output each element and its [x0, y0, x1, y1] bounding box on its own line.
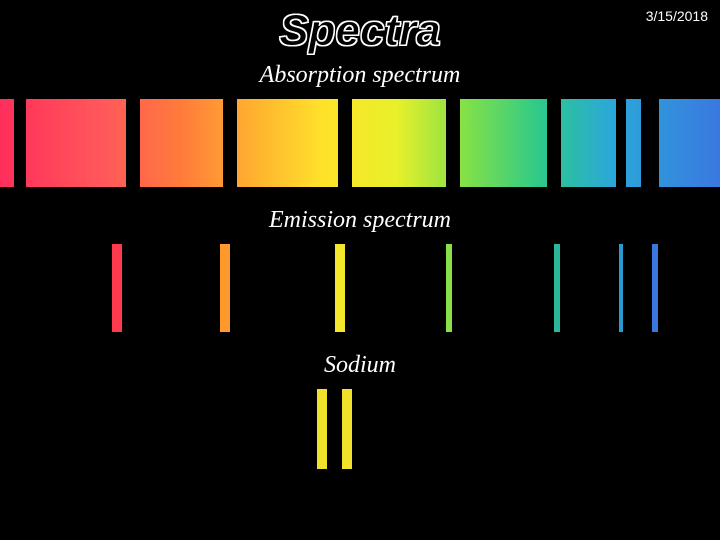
absorption-line	[14, 99, 26, 187]
emission-line	[335, 244, 345, 332]
absorption-line	[446, 99, 460, 187]
emission-line	[554, 244, 560, 332]
emission-spectrum	[0, 244, 720, 332]
sodium-label: Sodium	[0, 352, 720, 379]
sodium-spectrum	[0, 389, 720, 469]
emission-line	[112, 244, 122, 332]
absorption-line	[338, 99, 352, 187]
absorption-line	[641, 99, 659, 187]
absorption-spectrum	[0, 99, 720, 187]
continuous-gradient	[0, 99, 720, 187]
emission-label: Emission spectrum	[0, 207, 720, 234]
sodium-line	[342, 389, 352, 469]
emission-line	[619, 244, 623, 332]
absorption-label: Absorption spectrum	[0, 62, 720, 89]
emission-line	[220, 244, 230, 332]
absorption-line	[616, 99, 626, 187]
date-label: 3/15/2018	[646, 8, 708, 24]
absorption-line	[126, 99, 140, 187]
sodium-line	[317, 389, 327, 469]
page-title: Spectra	[0, 0, 720, 56]
emission-line	[446, 244, 452, 332]
absorption-line	[223, 99, 237, 187]
absorption-line	[547, 99, 561, 187]
emission-line	[652, 244, 658, 332]
